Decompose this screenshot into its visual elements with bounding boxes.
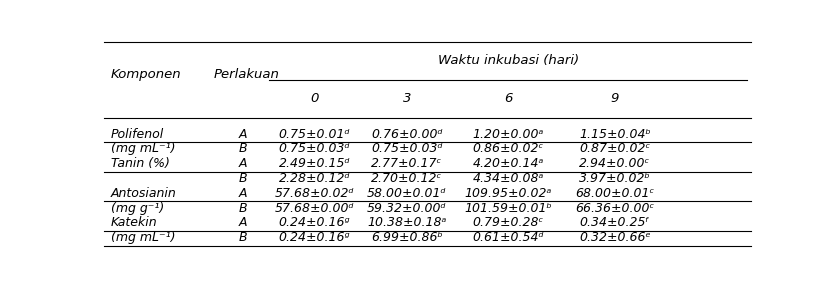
Text: 0.34±0.25ᶠ: 0.34±0.25ᶠ <box>580 216 650 230</box>
Text: A: A <box>239 216 248 230</box>
Text: 6: 6 <box>504 92 512 105</box>
Text: 0.75±0.01ᵈ: 0.75±0.01ᵈ <box>279 128 350 141</box>
Text: 0: 0 <box>310 92 319 105</box>
Text: 4.20±0.14ᵃ: 4.20±0.14ᵃ <box>473 157 544 170</box>
Text: 59.32±0.00ᵈ: 59.32±0.00ᵈ <box>367 202 446 214</box>
Text: 3: 3 <box>403 92 411 105</box>
Text: 2.70±0.12ᶜ: 2.70±0.12ᶜ <box>371 172 442 185</box>
Text: 3.97±0.02ᵇ: 3.97±0.02ᵇ <box>579 172 651 185</box>
Text: 2.94±0.00ᶜ: 2.94±0.00ᶜ <box>580 157 651 170</box>
Text: A: A <box>239 128 248 141</box>
Text: B: B <box>239 172 248 185</box>
Text: 101.59±0.01ᵇ: 101.59±0.01ᵇ <box>465 202 552 214</box>
Text: Perlakuan: Perlakuan <box>214 68 280 81</box>
Text: 57.68±0.00ᵈ: 57.68±0.00ᵈ <box>274 202 354 214</box>
Text: 2.28±0.12ᵈ: 2.28±0.12ᵈ <box>279 172 350 185</box>
Text: 1.20±0.00ᵃ: 1.20±0.00ᵃ <box>473 128 544 141</box>
Text: Komponen: Komponen <box>111 68 181 81</box>
Text: A: A <box>239 187 248 200</box>
Text: B: B <box>239 202 248 214</box>
Text: Katekin: Katekin <box>111 216 158 230</box>
Text: 0.76±0.00ᵈ: 0.76±0.00ᵈ <box>371 128 443 141</box>
Text: Waktu inkubasi (hari): Waktu inkubasi (hari) <box>438 54 579 67</box>
Text: 109.95±0.02ᵃ: 109.95±0.02ᵃ <box>465 187 552 200</box>
Text: 0.61±0.54ᵈ: 0.61±0.54ᵈ <box>472 231 544 244</box>
Text: 0.87±0.02ᶜ: 0.87±0.02ᶜ <box>580 142 651 155</box>
Text: 0.79±0.28ᶜ: 0.79±0.28ᶜ <box>473 216 544 230</box>
Text: Antosianin: Antosianin <box>111 187 177 200</box>
Text: 58.00±0.01ᵈ: 58.00±0.01ᵈ <box>367 187 446 200</box>
Text: 57.68±0.02ᵈ: 57.68±0.02ᵈ <box>274 187 354 200</box>
Text: (mg mL⁻¹): (mg mL⁻¹) <box>111 142 175 155</box>
Text: 0.86±0.02ᶜ: 0.86±0.02ᶜ <box>473 142 544 155</box>
Text: (mg g⁻¹): (mg g⁻¹) <box>111 202 164 214</box>
Text: 0.24±0.16ᵍ: 0.24±0.16ᵍ <box>279 216 350 230</box>
Text: 2.49±0.15ᵈ: 2.49±0.15ᵈ <box>279 157 350 170</box>
Text: 0.75±0.03ᵈ: 0.75±0.03ᵈ <box>371 142 443 155</box>
Text: Tanin (%): Tanin (%) <box>111 157 169 170</box>
Text: 0.75±0.03ᵈ: 0.75±0.03ᵈ <box>279 142 350 155</box>
Text: 0.24±0.16ᵍ: 0.24±0.16ᵍ <box>279 231 350 244</box>
Text: B: B <box>239 142 248 155</box>
Text: A: A <box>239 157 248 170</box>
Text: 2.77±0.17ᶜ: 2.77±0.17ᶜ <box>371 157 442 170</box>
Text: 6.99±0.86ᵇ: 6.99±0.86ᵇ <box>371 231 443 244</box>
Text: 10.38±0.18ᵃ: 10.38±0.18ᵃ <box>367 216 446 230</box>
Text: 9: 9 <box>610 92 619 105</box>
Text: 0.32±0.66ᵉ: 0.32±0.66ᵉ <box>579 231 651 244</box>
Text: 1.15±0.04ᵇ: 1.15±0.04ᵇ <box>579 128 651 141</box>
Text: B: B <box>239 231 248 244</box>
Text: (mg mL⁻¹): (mg mL⁻¹) <box>111 231 175 244</box>
Text: 66.36±0.00ᶜ: 66.36±0.00ᶜ <box>575 202 655 214</box>
Text: 4.34±0.08ᵃ: 4.34±0.08ᵃ <box>473 172 544 185</box>
Text: 68.00±0.01ᶜ: 68.00±0.01ᶜ <box>575 187 655 200</box>
Text: Polifenol: Polifenol <box>111 128 164 141</box>
